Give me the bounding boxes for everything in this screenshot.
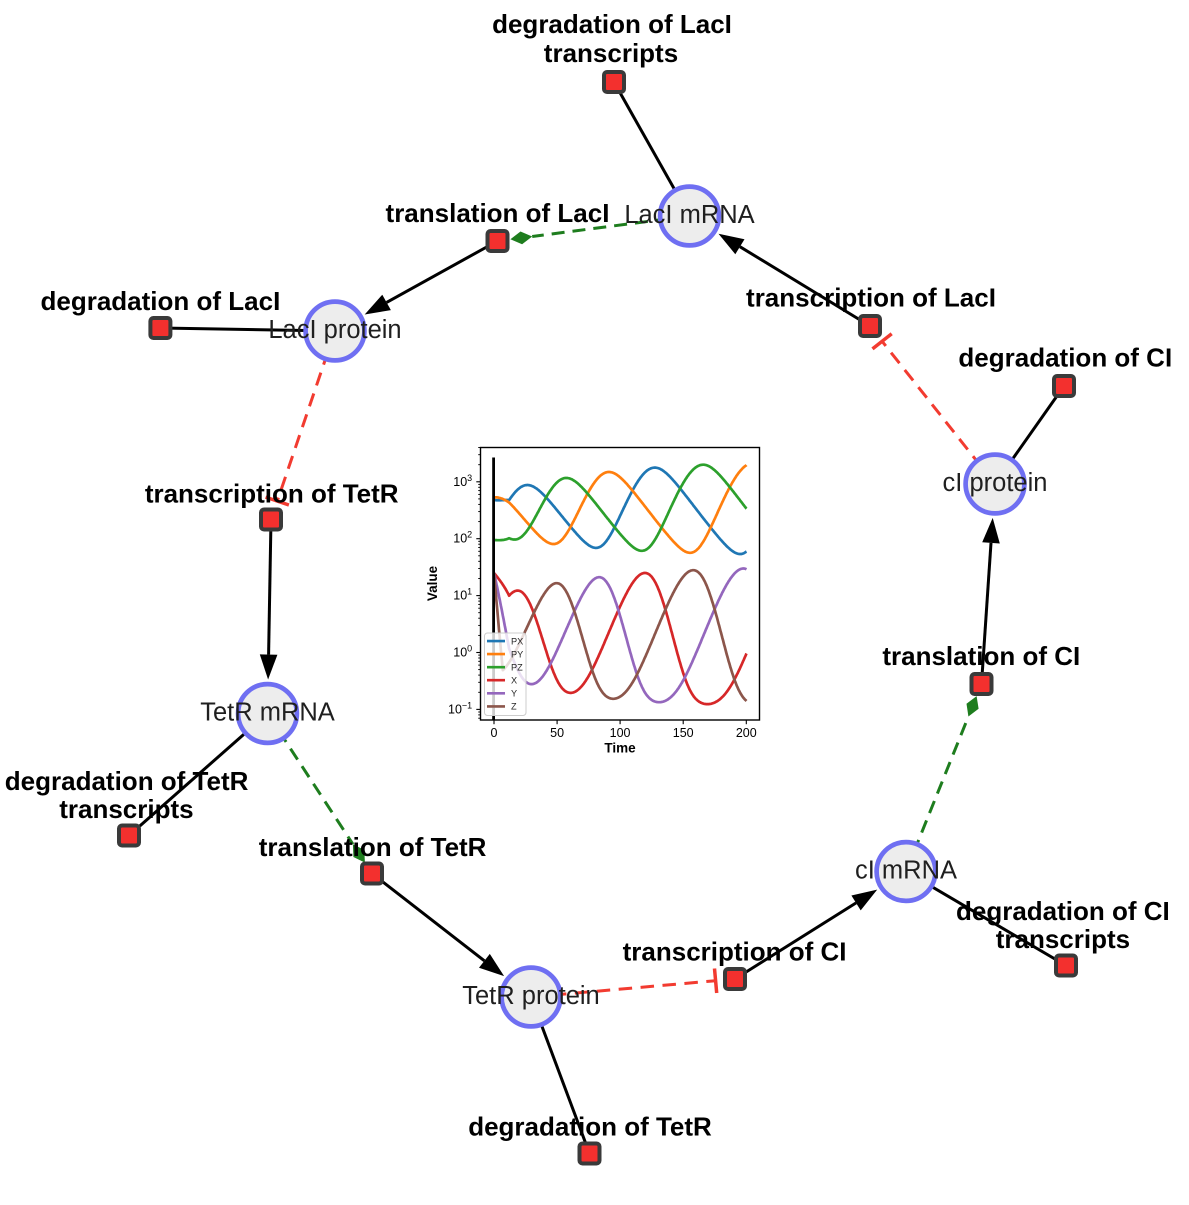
svg-text:translation of CI: translation of CI [882, 641, 1080, 671]
svg-text:TetR protein: TetR protein [462, 982, 600, 1010]
svg-text:Y: Y [511, 689, 517, 699]
svg-text:degradation of CI: degradation of CI [958, 343, 1172, 373]
svg-text:transcription of TetR: transcription of TetR [145, 478, 399, 508]
svg-text:LacI mRNA: LacI mRNA [624, 201, 754, 229]
svg-text:translation of LacI: translation of LacI [386, 198, 610, 228]
svg-text:degradation of LacI: degradation of LacI [40, 286, 280, 316]
svg-text:LacI protein: LacI protein [268, 316, 401, 344]
svg-text:50: 50 [550, 726, 564, 740]
svg-text:transcripts: transcripts [59, 794, 193, 824]
svg-text:0: 0 [491, 726, 498, 740]
svg-text:100: 100 [610, 726, 631, 740]
svg-text:degradation of CI: degradation of CI [956, 896, 1170, 926]
svg-text:degradation of TetR: degradation of TetR [5, 766, 249, 796]
svg-text:transcripts: transcripts [996, 924, 1130, 954]
svg-text:PZ: PZ [511, 663, 523, 673]
svg-text:translation of TetR: translation of TetR [259, 832, 487, 862]
svg-text:Z: Z [511, 702, 517, 712]
svg-text:150: 150 [673, 726, 694, 740]
svg-text:X: X [511, 676, 517, 686]
svg-text:Time: Time [604, 741, 636, 756]
svg-text:cI protein: cI protein [943, 469, 1048, 497]
svg-text:PY: PY [511, 649, 523, 659]
svg-text:Value: Value [425, 565, 440, 601]
svg-text:cI mRNA: cI mRNA [855, 857, 957, 885]
svg-text:TetR mRNA: TetR mRNA [200, 699, 335, 727]
svg-text:transcription of CI: transcription of CI [623, 936, 847, 966]
svg-text:200: 200 [736, 726, 757, 740]
svg-text:PX: PX [511, 636, 523, 646]
svg-text:degradation of LacI: degradation of LacI [492, 9, 732, 39]
svg-text:transcripts: transcripts [544, 38, 678, 68]
svg-text:degradation of TetR: degradation of TetR [468, 1111, 712, 1141]
svg-text:transcription of LacI: transcription of LacI [746, 283, 996, 313]
